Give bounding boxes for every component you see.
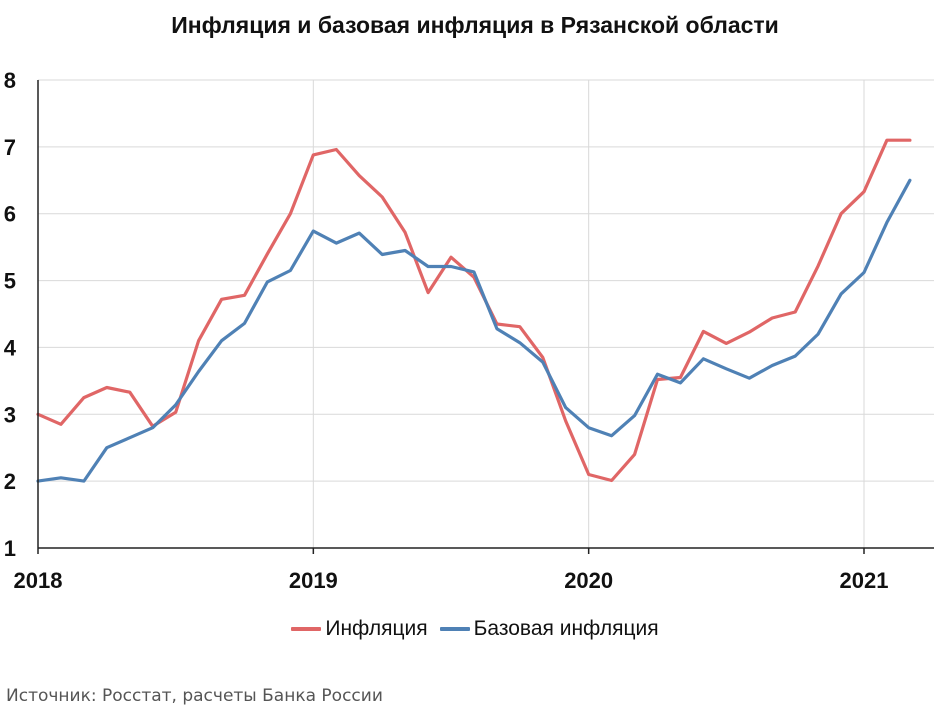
x-tick-label: 2021 [840, 568, 889, 593]
y-tick-label: 2 [4, 469, 16, 494]
legend-swatch-inflation [291, 627, 322, 631]
legend-label-core-inflation: Базовая инфляция [473, 617, 659, 640]
grid-lines [37, 79, 934, 554]
x-tick-label: 2018 [14, 568, 63, 593]
y-tick-label: 6 [4, 202, 16, 227]
legend-item-core-inflation: Базовая инфляция [439, 617, 659, 641]
series-line-inflation [36, 138, 912, 483]
y-tick-label: 4 [4, 335, 17, 360]
y-axis-tick-labels: 1 2 3 4 5 6 7 8 [4, 68, 17, 561]
series-lines [36, 138, 912, 483]
x-axis-tick-labels: 2018 2019 2020 2021 [14, 568, 889, 593]
x-tick-label: 2020 [564, 568, 613, 593]
legend-swatch-core-inflation [439, 627, 470, 631]
x-tick-label: 2019 [289, 568, 338, 593]
legend-item-inflation: Инфляция [291, 617, 428, 641]
legend-label-inflation: Инфляция [325, 617, 428, 640]
y-tick-label: 7 [4, 135, 16, 160]
source-note: Источник: Росстат, расчеты Банка России [6, 686, 383, 706]
series-line-core-inflation [36, 178, 912, 483]
chart-title: Инфляция и базовая инфляция в Рязанской … [171, 12, 779, 38]
y-tick-label: 5 [4, 269, 16, 294]
y-tick-label: 3 [4, 402, 16, 427]
y-tick-label: 8 [4, 68, 16, 93]
legend: Инфляция Базовая инфляция [0, 617, 950, 641]
y-tick-label: 1 [4, 536, 16, 561]
